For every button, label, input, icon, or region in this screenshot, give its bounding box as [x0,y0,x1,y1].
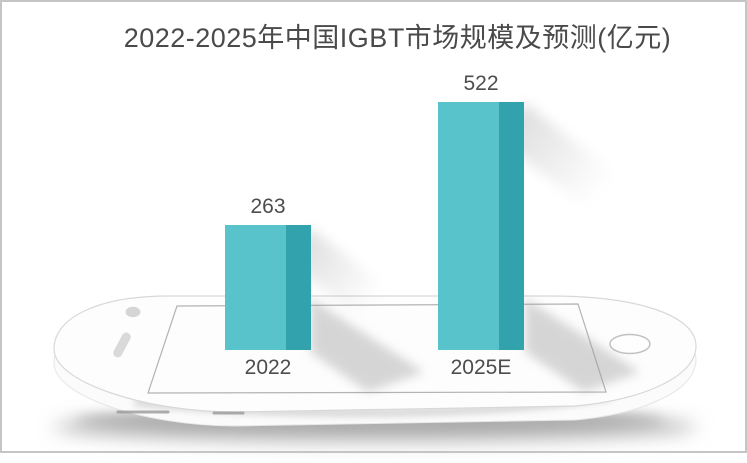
bar-category-label: 2022 [244,356,292,379]
phone-camera-icon [125,306,141,318]
bar-shadow-2025 [525,298,640,392]
bar-2022 [225,225,311,350]
bar-front-face [438,102,499,350]
bar-side-face [286,225,311,350]
bar-value-label: 522 [463,72,499,95]
bar-2025E [438,102,524,350]
bar-front-face [225,225,286,350]
phone-home-button-icon [609,333,651,355]
bar-value-label: 263 [250,195,286,218]
phone-speaker-icon [113,332,131,358]
bar-side-face [499,102,524,350]
chart-title: 2022-2025年中国IGBT市场规模及预测(亿元) [123,23,672,53]
bar-shadow-2022 [310,298,424,392]
bar-top-shadow-2025 [497,103,616,210]
bar-category-label: 2025E [450,356,512,379]
